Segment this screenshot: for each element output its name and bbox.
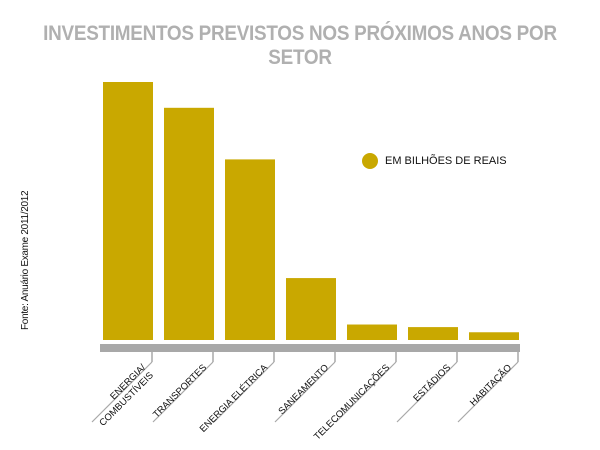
x-tick-leader: [274, 361, 336, 423]
x-tick-label: ENERGIA ELÉTRICA: [198, 362, 271, 435]
x-tick-leader: [396, 361, 458, 423]
legend-label: EM BILHÕES DE REAIS: [385, 155, 507, 167]
legend-marker: [362, 153, 378, 169]
x-tick-label: ESTÁDIOS: [411, 362, 453, 404]
bar: [164, 107, 214, 340]
x-tick-label: SANEAMENTO: [276, 362, 331, 417]
x-tick-leader: [457, 361, 519, 423]
legend: EM BILHÕES DE REAIS: [362, 153, 507, 169]
chart-title: INVESTIMENTOS PREVISTOS NOS PRÓXIMOS ANO…: [43, 22, 557, 69]
x-tick-label: TRANSPORTES: [151, 362, 209, 420]
x-tick-leader: [335, 361, 397, 423]
bar: [286, 278, 336, 340]
x-tick-label: HABITAÇÃO: [468, 362, 514, 408]
x-tick-leader: [152, 361, 214, 423]
bar: [469, 332, 519, 340]
bar: [347, 324, 397, 340]
x-axis-baseline: [100, 344, 520, 352]
bar: [225, 159, 275, 340]
bar: [103, 82, 153, 340]
x-tick-label: ENERGIA/COMBUSTÍVEIS: [90, 362, 157, 429]
x-tick-leader: [91, 361, 153, 423]
x-tick-leader: [213, 361, 275, 423]
bar: [408, 327, 458, 340]
